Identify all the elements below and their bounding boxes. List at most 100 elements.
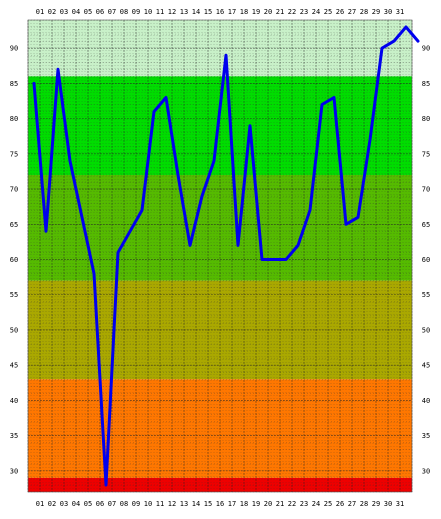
y-tick-label-left: 35 [10, 432, 18, 440]
x-tick-label-top: 19 [252, 8, 260, 16]
x-tick-label-top: 09 [132, 8, 140, 16]
data-point [309, 209, 311, 212]
y-tick-label-left: 45 [10, 362, 18, 370]
x-tick-label-top: 21 [276, 8, 284, 16]
x-tick-label-top: 29 [372, 8, 380, 16]
y-tick-label-left: 60 [10, 256, 18, 264]
data-point [321, 103, 323, 106]
x-axis-bottom-labels: 01 02 03 04 05 06 07 08 09 10 11 12 13 14 15 16 17 18 19 20… [36, 500, 404, 508]
data-point [285, 258, 287, 261]
x-tick-label-top: 16 [216, 8, 224, 16]
x-tick-label-top: 23 [300, 8, 308, 16]
data-point [297, 244, 299, 247]
x-tick-label-bottom: 25 [324, 500, 332, 508]
y-tick-label-left: 65 [10, 221, 18, 229]
data-point [357, 216, 359, 219]
x-tick-label-bottom: 07 [108, 500, 116, 508]
x-tick-label-top: 10 [144, 8, 152, 16]
data-point [345, 223, 347, 226]
y-tick-label-left: 50 [10, 326, 18, 334]
x-tick-label-top: 13 [180, 8, 188, 16]
x-tick-label-bottom: 16 [216, 500, 224, 508]
data-point [57, 68, 59, 71]
data-point [405, 26, 407, 28]
x-tick-label-bottom: 29 [372, 500, 380, 508]
x-tick-label-bottom: 17 [228, 500, 236, 508]
x-tick-label-top: 28 [360, 8, 368, 16]
x-tick-label-bottom: 02 [48, 500, 56, 508]
data-point [69, 160, 71, 162]
y-tick-label-left: 80 [10, 115, 18, 123]
x-tick-label-top: 20 [264, 8, 272, 16]
x-tick-label-top: 02 [48, 8, 56, 16]
y-tick-label-right: 90 [422, 45, 430, 53]
x-tick-label-bottom: 26 [336, 500, 344, 508]
x-tick-label-bottom: 20 [264, 500, 272, 508]
x-tick-label-bottom: 08 [120, 500, 128, 508]
y-tick-label-right: 55 [422, 291, 430, 299]
data-point [393, 40, 395, 42]
x-tick-label-top: 01 [36, 8, 44, 16]
y-tick-label-right: 65 [422, 221, 430, 229]
x-tick-label-bottom: 23 [300, 500, 308, 508]
x-tick-label-top: 12 [168, 8, 176, 16]
x-tick-label-top: 06 [96, 8, 104, 16]
x-tick-label-bottom: 05 [84, 500, 92, 508]
x-tick-label-top: 05 [84, 8, 92, 16]
x-tick-label-bottom: 27 [348, 500, 356, 508]
x-axis-top-labels: 01 02 03 04 05 06 07 08 09 10 11 12 13 14 15 16 17 18 19 20… [36, 8, 404, 16]
y-tick-label-right: 45 [422, 362, 430, 370]
data-point [141, 209, 143, 212]
series-line [32, 25, 420, 487]
y-axis-left-labels: 30 35 40 45 50 55 60 65 70 75 80 85 90 [10, 45, 18, 476]
x-tick-label-top: 31 [396, 8, 404, 16]
x-tick-label-bottom: 06 [96, 500, 104, 508]
x-tick-label-bottom: 21 [276, 500, 284, 508]
x-tick-label-top: 03 [60, 8, 68, 16]
x-tick-label-top: 30 [384, 8, 392, 16]
y-tick-label-left: 30 [10, 467, 18, 475]
data-point [45, 230, 47, 233]
x-tick-label-top: 18 [240, 8, 248, 16]
data-point [153, 110, 155, 113]
data-point [369, 138, 371, 141]
y-tick-label-left: 90 [10, 45, 18, 53]
x-tick-label-top: 27 [348, 8, 356, 16]
x-tick-label-bottom: 04 [72, 500, 80, 508]
data-point [333, 96, 335, 99]
x-tick-label-bottom: 19 [252, 500, 260, 508]
x-tick-label-top: 14 [192, 8, 200, 16]
x-tick-label-bottom: 01 [36, 500, 44, 508]
data-point [381, 47, 383, 49]
x-tick-label-bottom: 09 [132, 500, 140, 508]
y-tick-label-right: 50 [422, 326, 430, 334]
data-point [177, 174, 179, 176]
data-point [33, 82, 35, 85]
x-tick-label-top: 15 [204, 8, 212, 16]
y-tick-label-left: 85 [10, 80, 18, 88]
x-tick-label-bottom: 13 [180, 500, 188, 508]
x-tick-label-top: 22 [288, 8, 296, 16]
data-point [81, 216, 83, 219]
y-tick-label-right: 85 [422, 80, 430, 88]
y-tick-label-right: 40 [422, 397, 430, 405]
y-tick-label-left: 75 [10, 150, 18, 158]
y-tick-label-left: 55 [10, 291, 18, 299]
y-tick-label-left: 70 [10, 186, 18, 194]
x-tick-label-top: 26 [336, 8, 344, 16]
x-tick-label-bottom: 30 [384, 500, 392, 508]
x-tick-label-top: 24 [312, 8, 320, 16]
y-tick-label-right: 80 [422, 115, 430, 123]
data-point [93, 272, 95, 275]
x-tick-label-bottom: 12 [168, 500, 176, 508]
x-tick-label-bottom: 31 [396, 500, 404, 508]
x-tick-label-top: 17 [228, 8, 236, 16]
x-tick-label-bottom: 10 [144, 500, 152, 508]
x-tick-label-top: 25 [324, 8, 332, 16]
y-tick-label-right: 70 [422, 186, 430, 194]
x-tick-label-bottom: 18 [240, 500, 248, 508]
x-tick-label-bottom: 24 [312, 500, 320, 508]
data-point [225, 54, 227, 57]
